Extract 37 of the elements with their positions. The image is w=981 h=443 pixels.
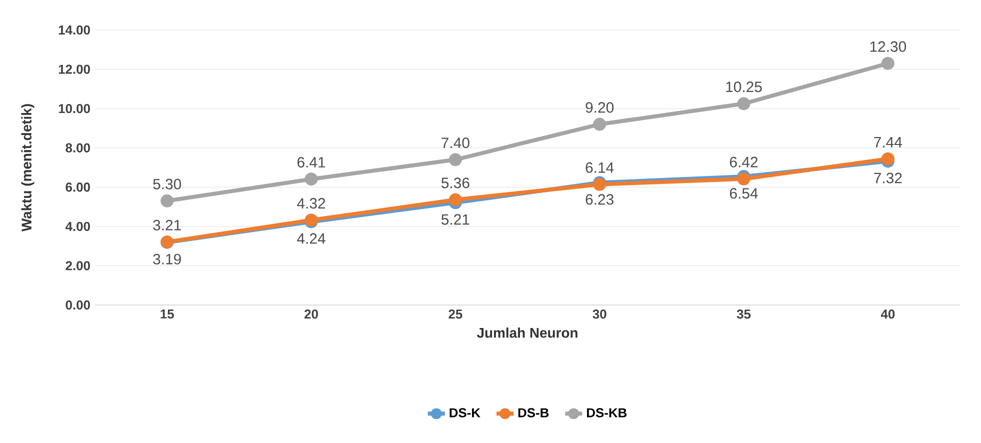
data-label: 9.20: [586, 102, 614, 113]
data-label: 7.44: [874, 137, 902, 148]
y-tick-label: 10.00: [58, 104, 90, 114]
data-label: 6.23: [586, 194, 614, 205]
data-label: 10.25: [726, 82, 762, 92]
x-axis-title: Jumlah Neuron: [476, 328, 578, 338]
legend-label: DS-KB: [587, 408, 627, 418]
y-tick-label: 6.00: [66, 182, 90, 192]
data-label: 6.14: [586, 162, 614, 173]
data-label: 7.32: [874, 172, 902, 184]
y-axis-title: Waktu (menit.detik): [21, 104, 34, 232]
x-tick-label: 30: [592, 310, 606, 319]
y-tick-label: 8.00: [66, 143, 90, 152]
y-tick-label: 12.00: [58, 64, 90, 74]
legend-label: DS-B: [518, 408, 549, 418]
data-label: 5.36: [441, 178, 470, 188]
data-label: 3.19: [153, 254, 181, 264]
data-label: 4.32: [297, 198, 326, 209]
data-label: 12.30: [870, 41, 906, 52]
y-tick-label: 4.00: [65, 222, 90, 232]
y-tick-label: 0.00: [66, 300, 90, 310]
data-label: 7.40: [442, 138, 470, 148]
y-tick-label: 2.00: [66, 261, 90, 270]
legend-label: DS-K: [450, 408, 480, 418]
x-tick-label: 20: [304, 310, 318, 319]
data-label: 4.24: [297, 233, 326, 244]
data-label: 5.21: [441, 214, 470, 225]
data-label: 3.21: [153, 220, 181, 230]
x-tick-label: 15: [160, 310, 174, 319]
data-label: 6.54: [730, 188, 758, 199]
data-label: 6.41: [297, 156, 326, 168]
x-tick-label: 40: [880, 310, 895, 319]
data-label: 6.42: [730, 156, 758, 168]
data-label: 5.30: [153, 178, 182, 190]
x-tick-label: 35: [736, 310, 751, 319]
x-tick-label: 25: [448, 310, 462, 319]
y-tick-label: 14.00: [58, 25, 90, 35]
